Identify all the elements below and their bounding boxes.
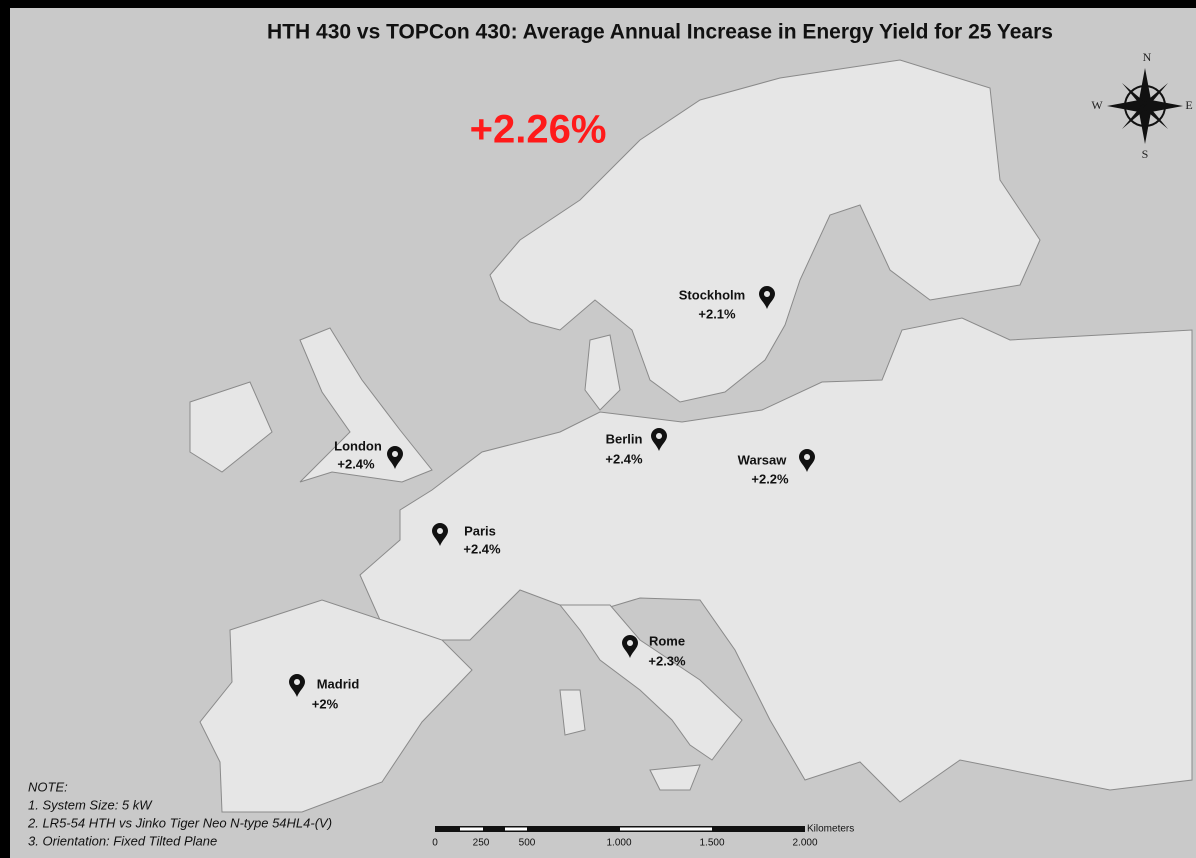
city-name: Madrid xyxy=(317,676,360,691)
scale-tick-label: 0 xyxy=(432,838,438,849)
city-value: +2% xyxy=(312,696,339,711)
city-pin xyxy=(289,674,305,697)
compass-w: W xyxy=(1091,98,1103,112)
city-pin xyxy=(387,446,403,469)
city-pin xyxy=(651,428,667,451)
city-name: Stockholm xyxy=(679,287,745,302)
note-item: 1. System Size: 5 kW xyxy=(28,797,153,812)
note-item: 3. Orientation: Fixed Tilted Plane xyxy=(28,833,217,848)
city-pin xyxy=(432,523,448,546)
scale-tick-label: 250 xyxy=(473,838,490,849)
headline: +2.26% xyxy=(470,108,607,152)
note-heading: NOTE: xyxy=(28,779,68,794)
compass-n: N xyxy=(1143,50,1152,64)
scale-tick-label: 1.500 xyxy=(699,838,724,849)
city-value: +2.4% xyxy=(463,541,501,556)
city-value: +2.1% xyxy=(698,306,736,321)
scale-unit: Kilometers xyxy=(807,824,854,835)
cities: Stockholm +2.1% London +2.4% Berlin +2.4% Wars… xyxy=(289,286,815,711)
city-name: London xyxy=(334,438,382,453)
city-value: +2.2% xyxy=(751,471,789,486)
compass-e: E xyxy=(1185,98,1192,112)
city-name: Paris xyxy=(464,523,496,538)
notes: NOTE: 1. System Size: 5 kW 2. LR5-54 HTH … xyxy=(27,779,332,848)
compass-s: S xyxy=(1142,147,1149,161)
note-item: 2. LR5-54 HTH vs Jinko Tiger Neo N-type … xyxy=(27,815,332,830)
compass: N S E W xyxy=(1091,50,1192,161)
scale-tick-label: 500 xyxy=(519,838,536,849)
city-pin xyxy=(759,286,775,309)
scale-bar: Kilometers 0 250 500 1.000 1.500 2.000 xyxy=(432,824,854,849)
scale-tick-label: 1.000 xyxy=(606,838,631,849)
land xyxy=(189,59,1193,813)
scale-tick-label: 2.000 xyxy=(792,838,817,849)
city-value: +2.4% xyxy=(337,456,375,471)
city-pin xyxy=(622,635,638,658)
city-name: Warsaw xyxy=(738,452,788,467)
city-name: Berlin xyxy=(606,431,643,446)
city-value: +2.3% xyxy=(648,653,686,668)
title: HTH 430 vs TOPCon 430: Average Annual In… xyxy=(267,21,1053,44)
city-value: +2.4% xyxy=(605,451,643,466)
city-pin xyxy=(799,449,815,472)
city-name: Rome xyxy=(649,633,685,648)
